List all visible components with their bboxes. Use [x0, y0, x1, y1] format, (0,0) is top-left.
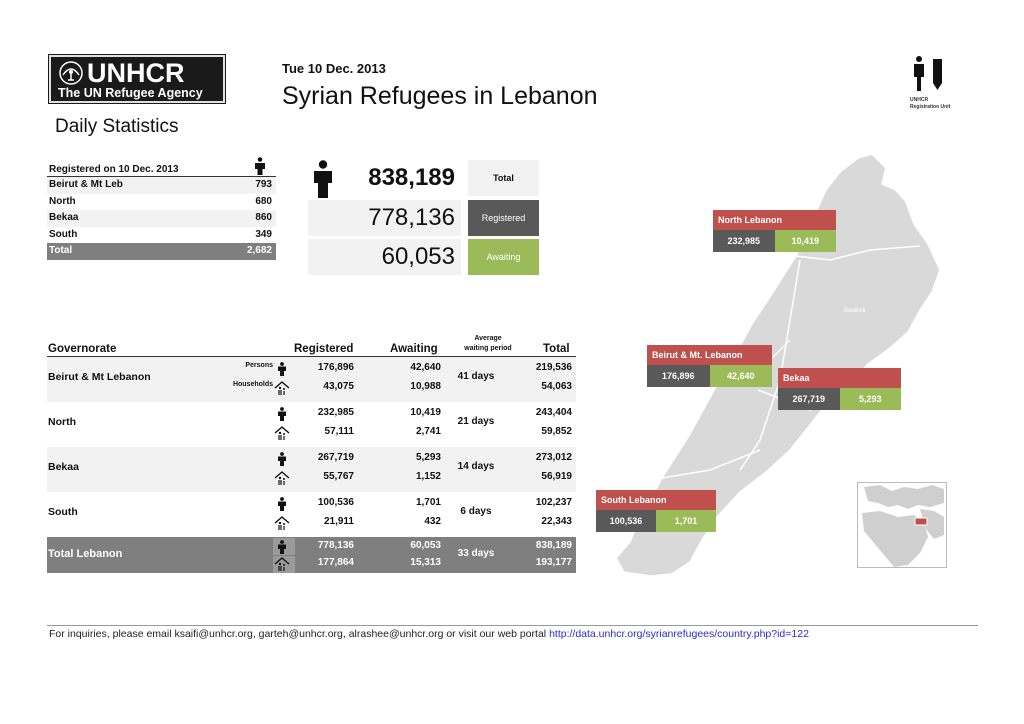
household-icon [274, 381, 290, 395]
col-average-waiting: Average waiting period [464, 335, 512, 352]
table-row: North 232,985 57,111 10,419 2,741 21 day… [47, 402, 576, 447]
lebanon-shape [615, 153, 941, 577]
table-row: Beirut & Mt Lebanon Persons Households 1… [47, 357, 576, 402]
households-label: Households [232, 381, 273, 388]
logo-tagline: The UN Refugee Agency [58, 86, 203, 100]
persons-label: Persons [245, 362, 273, 369]
person-icon [278, 452, 286, 466]
daily-table-header: Registered on 10 Dec. 2013 [47, 157, 276, 177]
daily-row: South 349 [49, 228, 272, 240]
summary-registered-value: 778,136 [308, 200, 461, 236]
household-icon [274, 471, 290, 485]
page-title: Syrian Refugees in Lebanon [282, 82, 598, 110]
daily-registered-table: Registered on 10 Dec. 2013 Beirut & Mt L… [47, 157, 276, 260]
daily-total-row: Total 2,682 [47, 243, 276, 260]
footer-text: For inquiries, please email ksaifi@unhcr… [49, 628, 550, 640]
col-registered: Registered [294, 343, 354, 355]
summary-registered-label: Registered [468, 200, 539, 236]
callout-beirut-mt-lebanon: Beirut & Mt. Lebanon 176,896 42,640 [647, 345, 772, 387]
person-icon [278, 497, 286, 511]
household-icon [274, 426, 290, 440]
callout-bekaa: Bekaa 267,719 5,293 [778, 368, 901, 410]
registration-unit-icon [914, 56, 942, 91]
unhcr-emblem-icon [59, 61, 83, 85]
inset-locator-map [857, 482, 947, 568]
callout-south-lebanon: South Lebanon 100,536 1,701 [596, 490, 716, 532]
col-awaiting: Awaiting [390, 343, 438, 355]
footer-divider [47, 625, 978, 626]
person-icon [278, 362, 286, 376]
person-icon [278, 540, 286, 554]
report-date: Tue 10 Dec. 2013 [282, 61, 386, 76]
summary-awaiting-value: 60,053 [308, 239, 461, 275]
governorate-border [661, 449, 761, 479]
table-header: Governorate Registered Awaiting Average w… [47, 330, 576, 357]
household-icon [274, 516, 290, 530]
person-icon [278, 407, 286, 421]
daily-row: North 680 [49, 195, 272, 207]
logo-name: UNHCR [87, 58, 185, 88]
total-row: Total Lebanon 778,136 177,864 60,053 15,… [47, 537, 576, 573]
table-row: Bekaa 267,719 55,767 5,293 1,152 14 days… [47, 447, 576, 492]
world-region-map [858, 483, 946, 567]
footer: For inquiries, please email ksaifi@unhcr… [49, 628, 809, 640]
col-total: Total [543, 343, 570, 355]
registration-unit-label: UNHCR Registration Unit [910, 97, 951, 110]
governorate-table: Governorate Registered Awaiting Average w… [47, 330, 576, 573]
callout-north-lebanon: North Lebanon 232,985 10,419 [713, 210, 836, 252]
person-icon [314, 160, 332, 198]
summary-awaiting-label: Awaiting [468, 239, 539, 275]
summary-total-value: 838,189 [368, 164, 455, 191]
summary-total-label: Total [468, 160, 539, 196]
household-icon [274, 557, 290, 571]
daily-statistics-heading: Daily Statistics [55, 116, 179, 137]
city-label: Baalbek [844, 308, 867, 314]
daily-row: Beirut & Mt Leb 793 [47, 177, 276, 194]
person-icon [255, 157, 265, 175]
daily-row: Bekaa 860 [47, 210, 276, 227]
portal-link[interactable]: http://data.unhcr.org/syrianrefugees/cou… [549, 628, 809, 640]
governorate-border [795, 245, 921, 261]
table-row: South 100,536 21,911 1,701 432 6 days 10… [47, 492, 576, 537]
unhcr-logo: UNHCR The UN Refugee Agency [48, 54, 226, 104]
location-marker [914, 517, 928, 526]
col-governorate: Governorate [48, 343, 117, 355]
